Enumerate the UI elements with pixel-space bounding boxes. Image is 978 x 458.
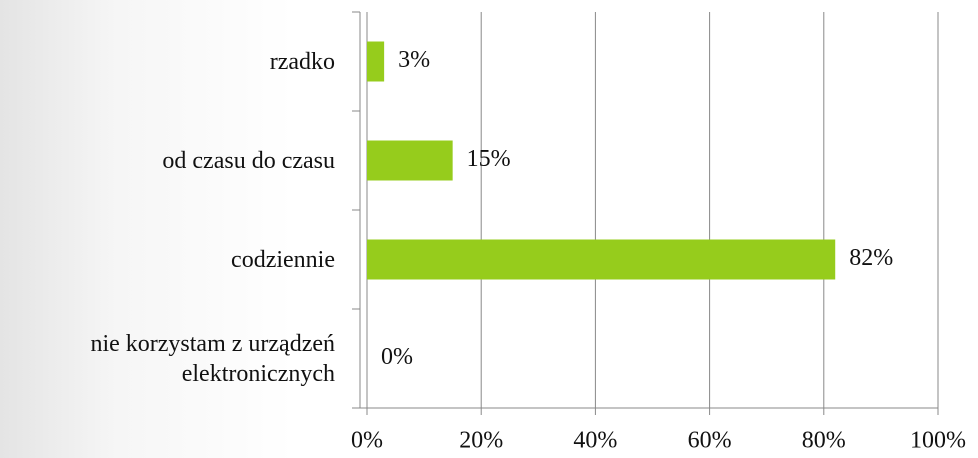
y-tick-label: od czasu do czasu <box>162 147 335 174</box>
bar <box>367 140 453 181</box>
y-axis-ticks <box>352 11 360 310</box>
x-tick-label: 40% <box>573 428 617 454</box>
y-tick-label: nie korzystam z urządzeń elektronicznych <box>90 330 335 387</box>
value-label: 15% <box>467 146 511 172</box>
bar <box>367 239 836 280</box>
x-tick-label: 0% <box>351 428 383 454</box>
value-label: 82% <box>849 245 893 271</box>
value-label: 3% <box>398 47 430 73</box>
x-tick-label: 60% <box>688 428 732 454</box>
x-tick-label: 80% <box>802 428 846 454</box>
x-tick-label: 100% <box>910 428 966 454</box>
y-tick-label: codziennie <box>231 246 335 273</box>
y-tick-label: rzadko <box>269 48 335 75</box>
value-label: 0% <box>381 344 413 370</box>
x-tick-label: 20% <box>459 428 503 454</box>
bar <box>367 41 385 82</box>
